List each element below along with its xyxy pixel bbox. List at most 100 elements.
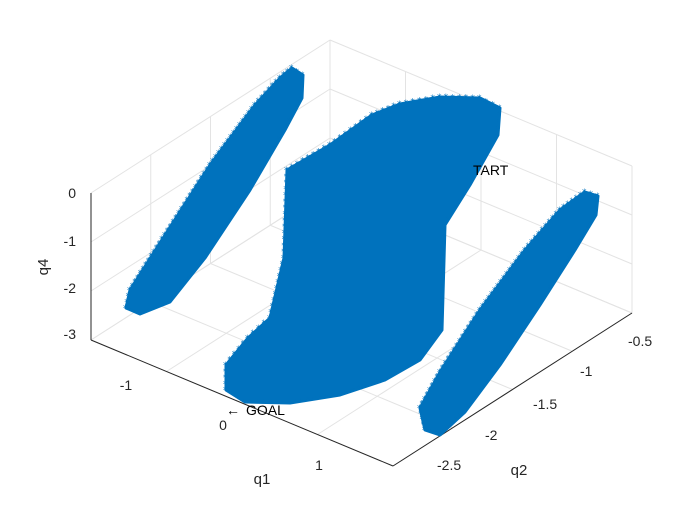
point-marker: *	[481, 382, 486, 392]
point-marker: *	[252, 177, 257, 187]
point-marker: *	[170, 294, 175, 304]
point-marker: *	[294, 103, 299, 113]
point-marker: *	[462, 408, 467, 418]
annotation-goal: GOAL	[246, 402, 285, 418]
point-marker: *	[464, 94, 469, 104]
point-marker: *	[331, 392, 336, 402]
y-tick-label: -2.5	[437, 457, 461, 473]
point-marker: *	[196, 262, 201, 272]
point-marker: *	[149, 252, 154, 262]
point-marker: *	[228, 133, 233, 143]
point-marker: *	[293, 398, 298, 408]
point-marker: *	[470, 94, 475, 104]
point-marker: *	[284, 172, 289, 182]
point-marker: *	[430, 94, 435, 104]
region-center-slab: * * * * * * * * * * * * * * * *************************…	[223, 93, 502, 409]
point-marker: *	[506, 348, 511, 358]
point-marker: *	[277, 272, 282, 282]
point-marker: *	[427, 386, 432, 396]
point-marker: *	[227, 356, 232, 366]
point-marker: *	[135, 273, 140, 283]
point-marker: *	[500, 357, 505, 367]
point-marker: *	[182, 200, 187, 210]
point-marker: *	[501, 274, 506, 284]
point-marker: *	[565, 200, 570, 210]
point-marker: *	[542, 293, 547, 303]
point-marker: *	[295, 160, 300, 170]
point-marker: *	[282, 229, 287, 239]
point-marker: *	[454, 416, 459, 426]
point-marker: *	[327, 141, 332, 151]
point-marker: *	[229, 390, 234, 400]
point-marker: *	[192, 266, 197, 276]
point-marker: *	[404, 99, 409, 109]
point-marker: *	[126, 292, 131, 302]
point-marker: *	[285, 67, 290, 77]
point-marker: *	[417, 404, 422, 414]
point-marker: *	[422, 426, 427, 436]
point-marker: *	[441, 270, 446, 280]
y-tick-label: -0.5	[628, 333, 652, 349]
point-marker: *	[466, 324, 471, 334]
point-marker: *	[444, 93, 449, 103]
point-marker: *	[222, 224, 227, 234]
point-marker: *	[232, 350, 237, 360]
point-marker: *	[441, 240, 446, 250]
point-marker: *	[292, 108, 297, 118]
point-cloud-fill	[124, 66, 305, 316]
y-tick-label: -1.5	[533, 396, 557, 412]
point-marker: *	[442, 221, 447, 231]
point-marker: *	[189, 270, 194, 280]
point-marker: *	[281, 241, 286, 251]
point-marker: *	[496, 124, 501, 134]
point-marker: *	[263, 158, 268, 168]
point-marker: *	[213, 153, 218, 163]
point-marker: *	[391, 102, 396, 112]
point-marker: *	[208, 246, 213, 256]
point-marker: *	[234, 125, 239, 135]
point-marker: *	[132, 278, 137, 288]
point-marker: *	[386, 104, 391, 114]
point-marker: *	[470, 175, 475, 185]
point-marker: *	[267, 314, 272, 324]
point-marker: *	[283, 210, 288, 220]
point-marker: *	[130, 282, 135, 292]
point-marker: *	[534, 305, 539, 315]
point-marker: *	[180, 282, 185, 292]
point-marker: *	[450, 93, 455, 103]
point-marker: *	[590, 215, 595, 225]
point-marker: *	[448, 350, 453, 360]
point-marker: *	[440, 283, 445, 293]
point-marker: *	[446, 355, 451, 365]
y-axis-line	[392, 312, 633, 467]
point-marker: *	[268, 399, 273, 409]
point-marker: *	[199, 174, 204, 184]
point-marker: *	[437, 368, 442, 378]
point-marker: *	[167, 298, 172, 308]
point-marker: *	[243, 113, 248, 123]
point-marker: *	[284, 179, 289, 189]
point-marker: *	[417, 356, 422, 366]
point-marker: *	[223, 374, 228, 384]
point-marker: *	[511, 340, 516, 350]
point-marker: *	[432, 377, 437, 387]
point-marker: *	[284, 121, 289, 131]
point-marker: *	[572, 246, 577, 256]
point-marker: *	[516, 254, 521, 264]
point-marker: *	[165, 227, 170, 237]
point-marker: *	[440, 364, 445, 374]
point-marker: *	[289, 64, 294, 74]
y-tick-label: -1	[580, 363, 593, 379]
point-marker: *	[271, 296, 276, 306]
point-marker: *	[441, 264, 446, 274]
point-marker: *	[421, 421, 426, 431]
point-marker: *	[268, 308, 273, 318]
point-marker: *	[420, 415, 425, 425]
point-marker: *	[440, 307, 445, 317]
point-marker: *	[424, 95, 429, 105]
point-marker: *	[162, 231, 167, 241]
point-marker: *	[473, 170, 478, 180]
point-marker: *	[468, 399, 473, 409]
point-marker: *	[550, 280, 555, 290]
point-marker: *	[468, 319, 473, 329]
